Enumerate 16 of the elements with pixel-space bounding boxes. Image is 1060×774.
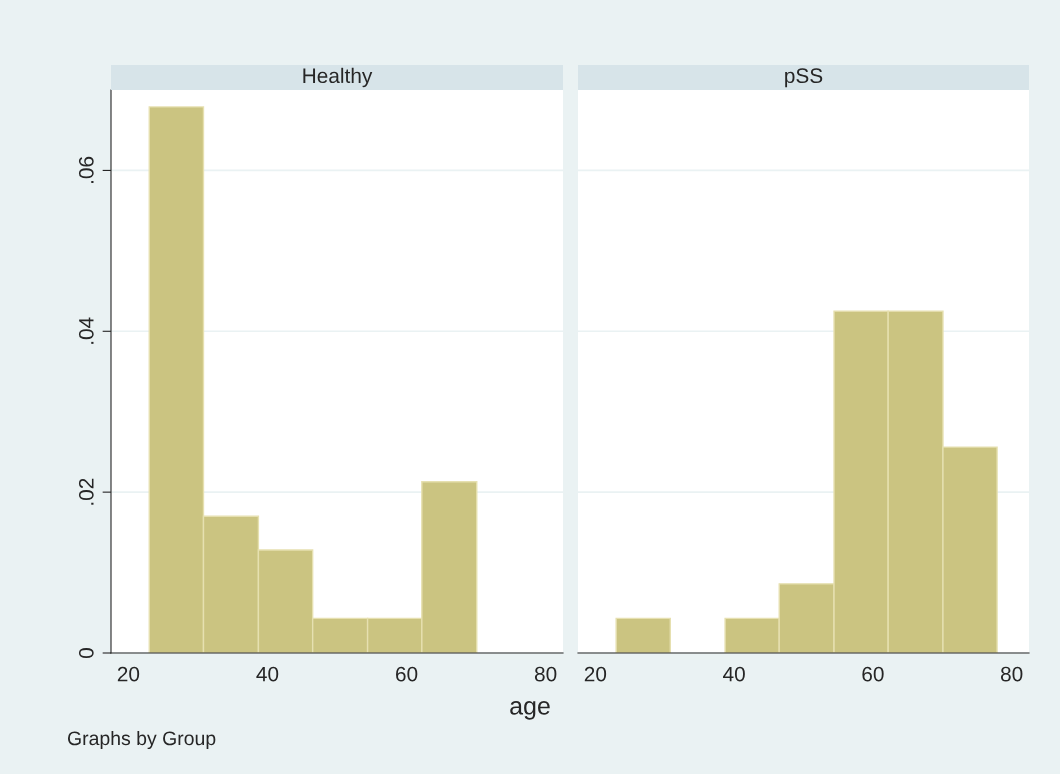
x-tick-label: 80: [1000, 666, 1023, 682]
x-tick-label: 40: [256, 666, 279, 682]
text: Graphs by Group: [67, 730, 216, 750]
x-tick-label: 60: [396, 666, 418, 682]
x-tick-label: 20: [584, 666, 607, 682]
x-tick-label: 80: [534, 666, 557, 682]
x-tick-label: 40: [723, 666, 745, 682]
x-tick-label: 60: [862, 666, 884, 682]
y-tick-label: .06: [78, 156, 94, 184]
chart-title: Healthy: [303, 67, 373, 88]
y-tick-label: 0: [78, 648, 94, 658]
x-axis-title: age: [510, 701, 550, 720]
y-tick-label: .02: [78, 478, 94, 505]
x-tick-label: 20: [117, 666, 140, 682]
y-tick-label: .04: [78, 317, 94, 344]
chart-title: pSS: [785, 68, 823, 88]
